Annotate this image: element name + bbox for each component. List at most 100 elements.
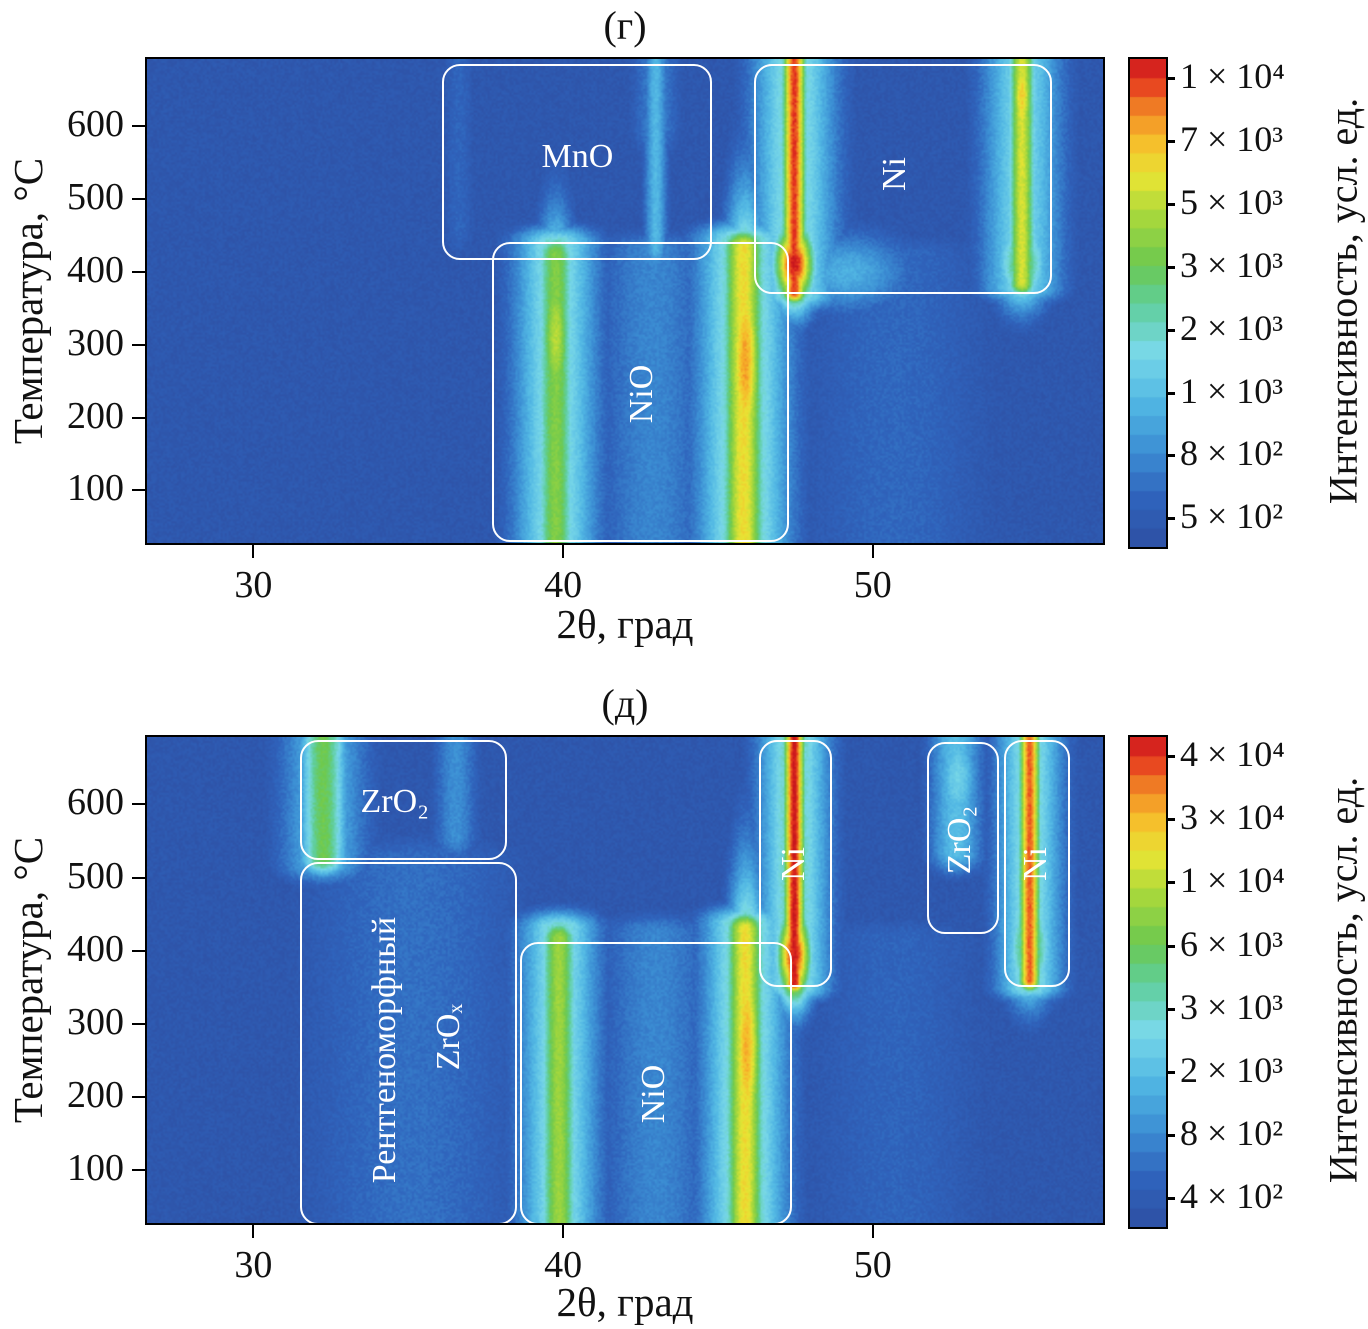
y-tick: [132, 803, 145, 806]
y-tick-label: 400: [67, 927, 124, 970]
annotation-label: Ni: [875, 157, 913, 192]
colorbar-tick: [1166, 139, 1175, 143]
y-tick: [132, 1169, 145, 1172]
y-tick-label: 600: [67, 103, 124, 146]
annotation-box: [758, 739, 832, 988]
heatmap-canvas: [147, 59, 1103, 543]
colorbar-tick-label: 1 × 10⁴: [1180, 55, 1285, 96]
annotation-box: [753, 64, 1052, 295]
x-tick-label: 30: [234, 1244, 273, 1286]
x-tick: [252, 1225, 255, 1238]
x-tick-label: 30: [234, 564, 273, 606]
annotation-box: [442, 64, 712, 261]
colorbar-title: Интенсивность, усл. ед.: [1320, 776, 1366, 1184]
colorbar-tick: [1166, 1070, 1175, 1074]
colorbar-tick-label: 8 × 10²: [1180, 1113, 1284, 1154]
x-axis-title: 2θ, град: [556, 1279, 694, 1325]
y-tick: [132, 876, 145, 879]
annotation-box: [519, 941, 793, 1223]
y-tick-label: 100: [67, 467, 124, 510]
colorbar-tick: [1166, 328, 1175, 332]
colorbar-tick: [1166, 944, 1175, 948]
colorbar-tick-label: 2 × 10³: [1180, 1049, 1284, 1090]
colorbar-tick: [1166, 391, 1175, 395]
annotation-label: ZrOₓ: [429, 1003, 467, 1071]
colorbar-canvas: [1130, 737, 1166, 1227]
annotation-label: Ni: [774, 847, 812, 882]
annotation-label: ZrO₂: [940, 805, 978, 875]
colorbar-tick-label: 3 × 10³: [1180, 244, 1284, 285]
annotation-label: Ni: [1016, 847, 1054, 882]
colorbar-tick-label: 3 × 10⁴: [1180, 797, 1285, 838]
y-tick: [132, 270, 145, 273]
colorbar-tick: [1166, 881, 1175, 885]
panel-title: (г): [603, 3, 647, 48]
y-tick: [132, 416, 145, 419]
x-tick: [252, 545, 255, 558]
y-tick: [132, 1022, 145, 1025]
colorbar-tick: [1166, 1197, 1175, 1201]
plot-area: ZrO₂ Рентгеноморфный ZrOₓ NiO Ni ZrO₂ Ni: [145, 735, 1105, 1225]
colorbar: [1128, 57, 1168, 549]
colorbar-tick: [1166, 818, 1175, 822]
x-tick: [562, 1225, 565, 1238]
colorbar-tick-label: 1 × 10⁴: [1180, 860, 1285, 901]
colorbar-tick-label: 7 × 10³: [1180, 118, 1284, 159]
y-axis-title: Температура, °С: [5, 157, 51, 445]
annotation-box: [1003, 739, 1070, 988]
colorbar-tick: [1166, 755, 1175, 759]
colorbar-tick-label: 6 × 10³: [1180, 923, 1284, 964]
annotation-label: NiO: [634, 1064, 672, 1124]
x-tick: [871, 545, 874, 558]
colorbar: [1128, 735, 1168, 1229]
colorbar-tick-label: 5 × 10³: [1180, 181, 1284, 222]
colorbar-tick-label: 3 × 10³: [1180, 986, 1284, 1027]
y-tick-label: 200: [67, 394, 124, 437]
colorbar-tick: [1166, 202, 1175, 206]
annotation-box: [491, 241, 789, 542]
y-tick-label: 300: [67, 1000, 124, 1043]
y-tick-label: 500: [67, 176, 124, 219]
x-tick: [562, 545, 565, 558]
annotation-box: [299, 862, 518, 1223]
y-tick: [132, 1096, 145, 1098]
panel-title: (д): [601, 681, 649, 726]
y-tick: [132, 343, 145, 346]
x-tick-label: 40: [544, 564, 583, 606]
y-tick-label: 400: [67, 248, 124, 291]
colorbar-tick: [1166, 1007, 1175, 1011]
annotation-label: NiO: [623, 364, 661, 424]
colorbar-tick: [1166, 517, 1175, 521]
x-tick: [871, 1225, 874, 1238]
x-axis-title: 2θ, град: [556, 601, 694, 647]
x-tick-label: 40: [544, 1244, 583, 1286]
colorbar-tick-label: 1 × 10³: [1180, 370, 1284, 411]
heatmap-canvas: [147, 737, 1103, 1223]
x-tick-label: 50: [853, 564, 892, 606]
annotation-label: Рентгеноморфный: [366, 916, 404, 1184]
y-tick-label: 600: [67, 781, 124, 824]
colorbar-canvas: [1130, 59, 1166, 547]
colorbar-tick-label: 4 × 10²: [1180, 1176, 1284, 1217]
x-tick-label: 50: [853, 1244, 892, 1286]
colorbar-tick-label: 4 × 10⁴: [1180, 734, 1285, 775]
annotation-box: [926, 742, 999, 934]
colorbar-tick-label: 2 × 10³: [1180, 307, 1284, 348]
y-tick: [132, 949, 145, 952]
annotation-label: MnO: [541, 138, 614, 176]
y-tick: [132, 198, 145, 201]
plot-area: MnO NiO Ni: [145, 57, 1105, 545]
annotation-box: [299, 739, 507, 860]
y-tick-label: 100: [67, 1147, 124, 1190]
y-axis-title: Температура, °С: [5, 836, 51, 1124]
y-tick-label: 300: [67, 321, 124, 364]
colorbar-title: Интенсивность, усл. ед.: [1320, 97, 1366, 505]
annotation-layer: ZrO₂ Рентгеноморфный ZrOₓ NiO Ni ZrO₂ Ni: [147, 737, 1103, 1223]
annotation-label: ZrO₂: [360, 783, 429, 821]
colorbar-tick: [1166, 265, 1175, 269]
y-tick: [132, 125, 145, 128]
colorbar-tick: [1166, 76, 1175, 80]
